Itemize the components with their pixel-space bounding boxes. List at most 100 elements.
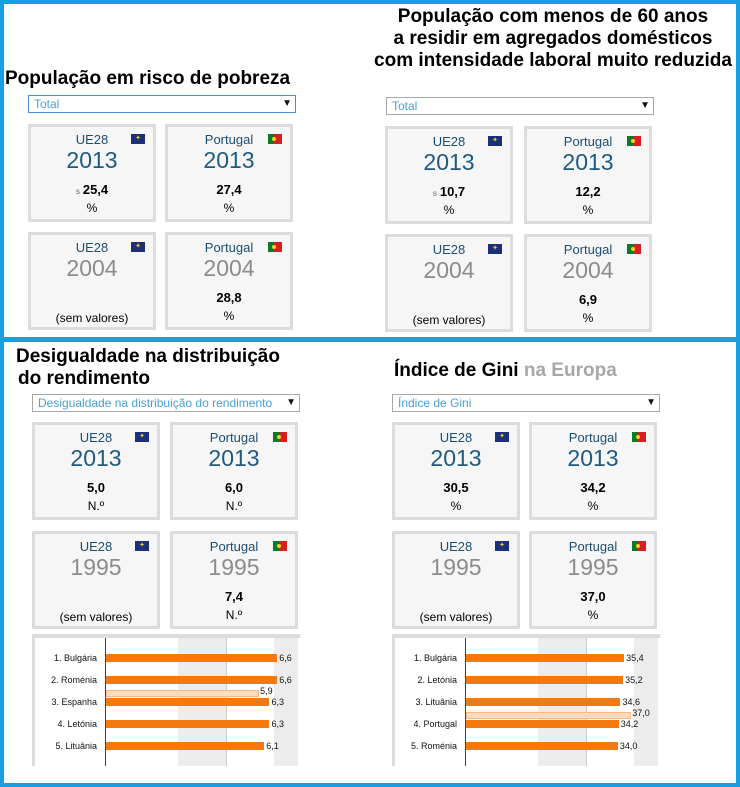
value-flag: s — [432, 189, 437, 198]
chart-bar — [466, 698, 621, 706]
card-region: UE28 — [432, 134, 466, 149]
card-region: Portugal — [204, 240, 254, 255]
chart-bar — [106, 654, 278, 662]
inequality-pt-2013-card: Portugal 2013 6,0 N.º — [170, 422, 298, 520]
inequality-title-line-1: Desigualdade na distribuição — [16, 346, 280, 367]
chart-bar-label: 35,4 — [626, 653, 644, 663]
labour-eu-2013-card: UE28 ✦ 2013 s 10,7 % — [385, 126, 513, 224]
chart-row-label: 1. Bulgária — [413, 653, 457, 663]
labour-pt-2004-card: Portugal 2004 6,9 % — [524, 234, 652, 332]
labour-eu-2004-card: UE28 ✦ 2004 (sem valores) — [385, 234, 513, 332]
card-value: 7,4 — [224, 589, 244, 604]
inequality-select-value: Desigualdade na distribuição do rendimen… — [38, 396, 273, 410]
portugal-flag-icon — [268, 242, 282, 252]
card-year: 1995 — [208, 554, 260, 580]
portugal-flag-icon — [632, 541, 646, 551]
inequality-title: Desigualdade na distribuição do rendimen… — [16, 346, 280, 390]
eu-flag-icon: ✦ — [131, 134, 145, 144]
chart-labels: 1. Bulgária 2. Letónia 3. Lituânia 4. Portu… — [395, 638, 461, 766]
card-value: 6,0 — [224, 480, 244, 495]
card-region: UE28 — [75, 132, 109, 147]
gini-ranking-chart: 1. Bulgária 2. Letónia 3. Lituânia 4. Portu… — [392, 634, 660, 766]
portugal-flag-icon — [627, 136, 641, 146]
card-value: 12,2 — [575, 184, 601, 199]
card-year: 2013 — [567, 445, 619, 471]
gini-eu-1995-card: UE28 ✦ 1995 (sem valores) — [392, 531, 520, 629]
gini-eu-2013-card: UE28 ✦ 2013 30,5 % — [392, 422, 520, 520]
card-region: UE28 — [439, 539, 473, 554]
card-region: Portugal — [209, 539, 259, 554]
chart-bar — [466, 720, 619, 728]
labour-panel: População com menos de 60 anos a residir… — [370, 4, 736, 337]
eu-flag-icon: ✦ — [488, 244, 502, 254]
card-region: Portugal — [204, 132, 254, 147]
chart-bar — [106, 676, 278, 684]
chevron-down-icon: ▼ — [286, 397, 296, 408]
gini-title-muted: na Europa — [523, 360, 617, 381]
chart-bar-label: 34,6 — [622, 697, 641, 707]
card-unit: % — [582, 203, 594, 217]
chart-row-label: 5. Roménia — [410, 741, 457, 751]
chart-bar — [106, 698, 270, 706]
card-no-values: (sem valores) — [55, 311, 129, 325]
chart-bar-label: 6,6 — [279, 653, 292, 663]
labour-title-line-2: a residir em agregados domésticos — [393, 28, 713, 49]
chart-bar — [106, 720, 270, 728]
card-region: UE28 — [432, 242, 466, 257]
labour-select-value: Total — [392, 99, 418, 113]
labour-title-line-1: População com menos de 60 anos — [397, 6, 709, 27]
gini-pt-2013-card: Portugal 2013 34,2 % — [529, 422, 657, 520]
chart-plot-area: 6,6 6,6 5,9 6,3 6,3 6,1 — [105, 638, 298, 766]
card-year: 2004 — [423, 257, 475, 283]
eu-flag-icon: ✦ — [135, 541, 149, 551]
section-divider — [0, 337, 740, 342]
card-year: 1995 — [70, 554, 122, 580]
chart-row-label: 2. Letónia — [417, 675, 457, 685]
card-value: 27,4 — [216, 182, 242, 197]
card-unit: N.º — [87, 499, 105, 513]
card-value: 37,0 — [580, 589, 606, 604]
value-flag: s — [75, 187, 80, 196]
chart-band — [274, 638, 298, 766]
gini-title: Índice de Gini na Europa — [394, 360, 617, 382]
card-year: 1995 — [567, 554, 619, 580]
card-unit: % — [582, 311, 594, 325]
card-unit: N.º — [225, 608, 243, 622]
card-value: 28,8 — [216, 290, 242, 305]
card-year: 2004 — [203, 255, 255, 281]
card-region: Portugal — [563, 242, 613, 257]
card-year: 2013 — [66, 147, 118, 173]
chart-bar — [466, 654, 625, 662]
card-region: UE28 — [79, 430, 113, 445]
chart-band — [634, 638, 658, 766]
labour-pt-2013-card: Portugal 2013 12,2 % — [524, 126, 652, 224]
gini-title-main: Índice de Gini — [394, 360, 519, 381]
card-value-number: 25,4 — [82, 182, 109, 197]
gini-select[interactable]: Índice de Gini ▼ — [392, 394, 660, 412]
poverty-select-value: Total — [34, 97, 60, 111]
card-region: Portugal — [209, 430, 259, 445]
poverty-title: População em risco de pobreza — [5, 68, 291, 89]
card-value: 5,0 — [86, 480, 106, 495]
chart-row-label: 4. Letónia — [57, 719, 97, 729]
card-year: 2004 — [562, 257, 614, 283]
card-value: 34,2 — [580, 480, 606, 495]
gini-select-value: Índice de Gini — [398, 396, 472, 410]
chart-labels: 1. Bulgária 2. Roménia 3. Espanha 4. Letóni… — [35, 638, 101, 766]
chart-bar-label: 35,2 — [625, 675, 643, 685]
card-region: UE28 — [75, 240, 109, 255]
chart-row-label: 5. Lituânia — [55, 741, 97, 751]
card-unit: % — [223, 309, 235, 323]
portugal-flag-icon — [268, 134, 282, 144]
card-unit: % — [587, 608, 599, 622]
chart-row-label: 1. Bulgária — [53, 653, 97, 663]
labour-select[interactable]: Total ▼ — [386, 97, 654, 115]
card-year: 2013 — [208, 445, 260, 471]
inequality-ranking-chart: 1. Bulgária 2. Roménia 3. Espanha 4. Letóni… — [32, 634, 300, 766]
card-year: 2013 — [562, 149, 614, 175]
card-region: Portugal — [568, 430, 618, 445]
chart-plot-area: 35,4 35,2 34,6 37,0 34,2 34,0 — [465, 638, 658, 766]
inequality-select[interactable]: Desigualdade na distribuição do rendimen… — [32, 394, 300, 412]
card-unit: N.º — [225, 499, 243, 513]
poverty-select[interactable]: Total ▼ — [28, 95, 296, 113]
